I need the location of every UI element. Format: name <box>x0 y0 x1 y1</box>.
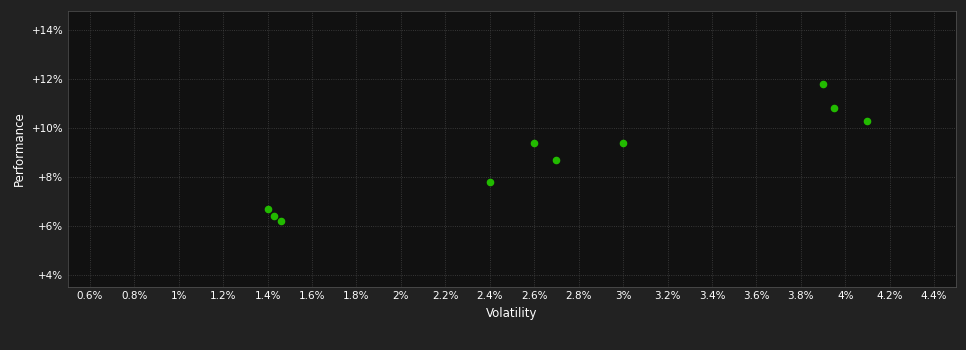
Point <box>860 118 875 124</box>
Point <box>549 157 564 162</box>
X-axis label: Volatility: Volatility <box>486 307 538 320</box>
Y-axis label: Performance: Performance <box>14 111 26 186</box>
Point <box>827 106 842 111</box>
Point <box>267 213 282 219</box>
Point <box>815 81 831 87</box>
Point <box>273 218 289 224</box>
Point <box>526 140 542 146</box>
Point <box>615 140 631 146</box>
Point <box>482 179 497 184</box>
Point <box>260 206 275 211</box>
